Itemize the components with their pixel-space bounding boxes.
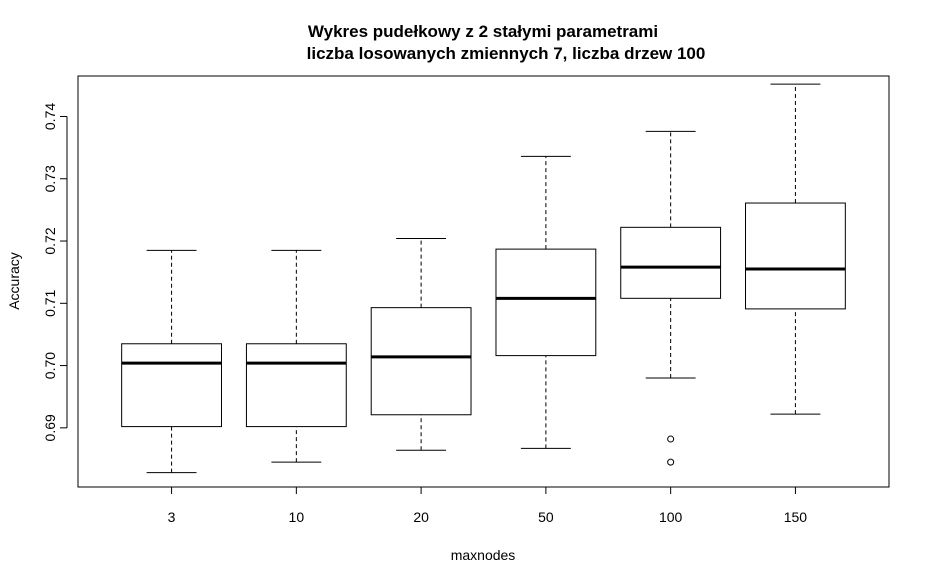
y-tick-label: 0.73 xyxy=(42,165,58,192)
box-iqr xyxy=(745,202,846,310)
box-iqr xyxy=(121,343,222,428)
box-3 xyxy=(121,249,222,474)
box-iqr xyxy=(370,307,472,416)
box-10 xyxy=(245,249,347,463)
x-tick-label: 20 xyxy=(413,509,429,525)
box-150 xyxy=(745,83,846,415)
y-axis-label: Accuracy xyxy=(6,252,22,310)
box-100 xyxy=(620,130,722,466)
chart-title: Wykres pudełkowy z 2 stałymi parametrami xyxy=(308,22,658,41)
x-tick-label: 3 xyxy=(168,509,176,525)
box-iqr xyxy=(620,226,722,299)
x-axis-label: maxnodes xyxy=(451,547,516,563)
x-tick-label: 10 xyxy=(289,509,305,525)
x-tick-label: 100 xyxy=(659,509,683,525)
x-tick-label: 50 xyxy=(538,509,554,525)
outlier-point xyxy=(667,435,675,443)
y-tick-label: 0.69 xyxy=(42,414,58,441)
x-axis: 3 10 20 50 100 150 xyxy=(168,486,808,525)
x-tick-label: 150 xyxy=(784,509,808,525)
outlier-point xyxy=(667,458,675,466)
box-20 xyxy=(370,238,472,451)
box-iqr xyxy=(245,343,347,428)
box-50 xyxy=(495,155,597,449)
y-axis: 0.69 0.70 0.71 0.72 0.73 0.74 xyxy=(42,103,68,441)
box-iqr xyxy=(495,248,597,357)
chart-subtitle: liczba losowanych zmiennych 7, liczba dr… xyxy=(307,44,706,63)
y-tick-label: 0.72 xyxy=(42,227,58,254)
boxes-group xyxy=(121,83,846,474)
y-tick-label: 0.70 xyxy=(42,352,58,379)
y-tick-label: 0.74 xyxy=(42,103,58,130)
y-tick-label: 0.71 xyxy=(42,289,58,316)
